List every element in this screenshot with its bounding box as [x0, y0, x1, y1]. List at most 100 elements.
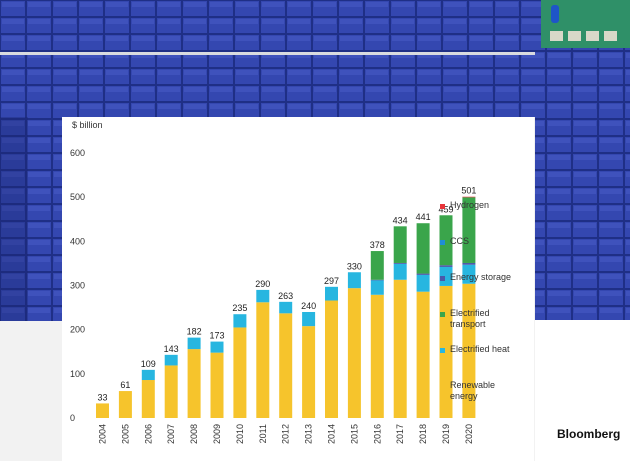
bar-segment-electrified-heat [233, 314, 247, 328]
x-tick-label: 2019 [441, 424, 451, 444]
bar-segment-electrified-heat [164, 354, 178, 366]
legend-item-energy-storage: Energy storage [436, 272, 536, 308]
total-labels-group: 33 61 109 143 182 173 235 290 263 240 297 330 378 434… [97, 186, 476, 403]
x-tick-label: 2015 [349, 424, 359, 444]
legend-label: Energy storage [450, 272, 512, 282]
y-tick-label: 200 [70, 325, 85, 335]
bar-total-label: 33 [97, 392, 107, 402]
y-tick-label: 600 [70, 148, 85, 158]
y-tick-label: 300 [70, 281, 85, 291]
bar-total-label: 290 [255, 279, 270, 289]
x-tick-label: 2018 [418, 424, 428, 444]
chart-legend: Hydrogen CCS Energy storage Electrified tra… [436, 200, 536, 416]
investment-chart: $ billion 0 100 200 300 400 500 600 33 61 109 143… [70, 120, 476, 444]
legend-swatch [440, 348, 445, 353]
legend-swatch [440, 276, 445, 281]
x-tick-label: 2020 [464, 424, 474, 444]
brand-logo: Bloomberg [557, 427, 621, 441]
bar-segment-electrified-heat [302, 312, 316, 327]
bar-total-label: 143 [164, 344, 179, 354]
bar-total-label: 378 [370, 240, 385, 250]
bar-segment-electrified-heat [462, 264, 476, 284]
bar-segment-electrified-heat [325, 286, 338, 301]
legend-item-hydrogen: Hydrogen [436, 200, 536, 236]
bar-segment-renewable-energy [141, 380, 155, 418]
bar-segment-renewable-energy [256, 302, 270, 418]
legend-swatch [440, 240, 445, 245]
bar-segment-renewable-energy [325, 300, 338, 418]
x-tick-label: 2008 [189, 424, 199, 444]
x-tick-label: 2011 [258, 424, 268, 443]
bar-segment-electrified-heat [256, 289, 270, 303]
y-tick-label: 0 [70, 413, 75, 423]
bar-segment-renewable-energy [302, 326, 316, 418]
bar-segment-electrified-heat [347, 272, 361, 289]
bar-total-label: 441 [416, 212, 431, 222]
bar-segment-electrified-transport [416, 223, 430, 274]
bar-segment-renewable-energy [233, 327, 247, 418]
bar-segment-electrified-heat [141, 369, 155, 381]
y-tick-label: 100 [70, 369, 85, 379]
bar-segment-renewable-energy [279, 313, 293, 418]
legend-item-electrified-transport: Electrified transport [436, 308, 536, 344]
bar-total-label: 297 [324, 276, 339, 286]
legend-item-electrified-heat: Electrified heat [436, 344, 536, 380]
bar-segment-electrified-transport [439, 215, 453, 266]
x-tick-label: 2005 [120, 424, 130, 444]
bar-total-label: 109 [141, 359, 156, 369]
legend-label: Hydrogen [450, 200, 490, 210]
bar-segment-hydrogen [462, 196, 476, 198]
legend-label: Renewable energy [450, 380, 496, 401]
bar-total-label: 235 [232, 303, 247, 313]
bar-total-label: 459 [438, 204, 453, 214]
y-axis-ticks: 0 100 200 300 400 500 600 [70, 148, 85, 423]
y-tick-label: 400 [70, 236, 85, 246]
bar-segment-electrified-heat [210, 341, 224, 353]
chart-panel: $ billion 0 100 200 300 400 500 600 33 61 109 143… [62, 117, 534, 461]
bar-segment-renewable-energy [96, 403, 109, 418]
bar-segment-energy-storage [416, 273, 430, 275]
x-tick-label: 2007 [166, 424, 176, 444]
bar-total-label: 61 [120, 380, 130, 390]
bars-group [96, 196, 476, 418]
bar-segment-renewable-energy [462, 283, 476, 418]
bar-segment-renewable-energy [210, 352, 224, 418]
x-tick-label: 2009 [212, 424, 222, 444]
legend-item-renewable-energy: Renewable energy [436, 380, 536, 416]
bar-total-label: 263 [278, 291, 293, 301]
bar-total-label: 240 [301, 301, 316, 311]
x-tick-label: 2010 [235, 424, 245, 444]
bar-segment-renewable-energy [187, 349, 201, 418]
y-axis-label: $ billion [72, 120, 103, 130]
legend-label: Electrified heat [450, 344, 510, 354]
bar-segment-renewable-energy [347, 288, 361, 418]
bar-segment-energy-storage [370, 279, 384, 281]
bar-total-label: 182 [187, 327, 202, 337]
legend-label: CCS [450, 236, 470, 246]
bar-segment-electrified-transport [370, 251, 384, 280]
bar-segment-renewable-energy [393, 279, 407, 418]
bar-segment-renewable-energy [118, 391, 132, 418]
bar-segment-renewable-energy [416, 291, 430, 418]
legend-swatch [440, 204, 445, 209]
x-tick-label: 2004 [98, 424, 108, 444]
legend-label: Electrified transport [450, 308, 490, 329]
legend-item-ccs: CCS [436, 236, 536, 272]
bar-segment-energy-storage [439, 265, 453, 267]
bar-total-label: 501 [461, 186, 476, 196]
bar-segment-electrified-heat [370, 280, 384, 295]
bar-total-label: 330 [347, 261, 362, 271]
bar-total-label: 173 [209, 331, 224, 341]
bar-segment-renewable-energy [164, 365, 178, 418]
x-tick-label: 2006 [143, 424, 153, 444]
bar-segment-electrified-heat [416, 274, 430, 292]
bar-segment-electrified-transport [393, 226, 407, 263]
bar-segment-electrified-heat [279, 301, 293, 314]
x-tick-label: 2016 [372, 424, 382, 444]
bar-segment-electrified-heat [439, 266, 453, 286]
bar-segment-electrified-transport [462, 197, 476, 263]
bar-total-label: 434 [393, 215, 408, 225]
y-tick-label: 500 [70, 192, 85, 202]
x-tick-label: 2013 [304, 424, 314, 444]
x-tick-label: 2014 [327, 424, 337, 444]
